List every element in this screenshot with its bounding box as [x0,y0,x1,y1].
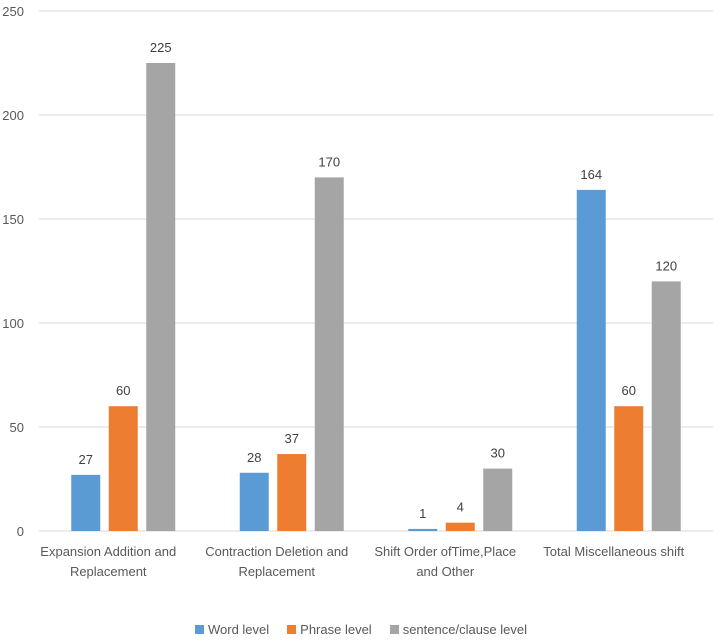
legend: Word level Phrase level sentence/clause le… [0,622,722,637]
bar [483,468,513,531]
data-label: 28 [247,450,261,465]
data-label: 164 [580,167,602,182]
y-tick-label: 250 [2,4,24,19]
y-tick-label: 0 [17,524,24,539]
bar [277,454,307,531]
legend-swatch [287,625,297,634]
data-label: 60 [116,383,130,398]
legend-item: sentence/clause level [389,622,528,637]
bar [108,406,138,531]
data-label: 120 [655,258,677,273]
bar [239,472,269,531]
bar [314,177,344,531]
x-tick-label: Replacement [70,564,147,579]
x-tick-label: Total Miscellaneous shift [543,544,684,559]
legend-label: Word level [207,622,270,637]
y-tick-label: 200 [2,108,24,123]
bar [576,189,606,531]
data-label: 170 [318,154,340,169]
bar [71,474,101,531]
x-tick-label: Contraction Deletion and [205,544,348,559]
data-label: 30 [491,446,505,461]
data-label: 27 [79,452,93,467]
legend-swatch [389,625,399,634]
data-label: 4 [457,500,464,515]
bar-chart: 0 50 100 150 200 250 27 60 225 Expansion Addition… [2,4,713,579]
bar [408,528,438,531]
data-label: 225 [150,40,172,55]
x-tick-label: Expansion Addition and [40,544,176,559]
legend-item: Phrase level [287,622,372,637]
bar [614,406,644,531]
bar [445,522,475,531]
y-tick-label: 100 [2,316,24,331]
x-tick-label: Replacement [238,564,315,579]
legend-swatch [194,625,204,634]
x-tick-label: Shift Order ofTime,Place [374,544,516,559]
y-tick-label: 50 [10,420,24,435]
legend-item: Word level [194,622,270,637]
data-label: 37 [285,431,299,446]
legend-label: Phrase level [300,622,372,637]
data-label: 60 [622,383,636,398]
y-tick-label: 150 [2,212,24,227]
data-label: 1 [419,506,426,521]
legend-label: sentence/clause level [402,622,528,637]
bar [146,63,176,531]
bar [651,281,681,531]
x-tick-label: and Other [416,564,474,579]
